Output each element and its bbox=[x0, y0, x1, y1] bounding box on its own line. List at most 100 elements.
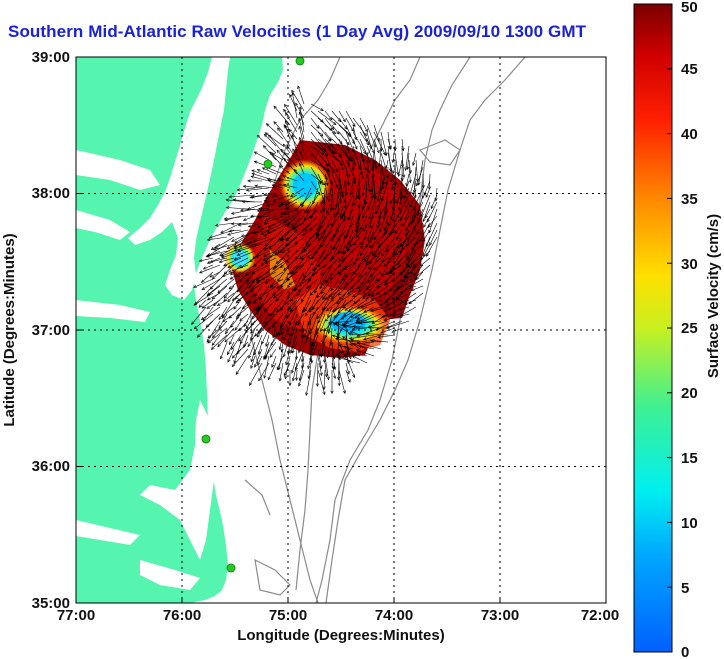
velocity-arrow bbox=[381, 250, 389, 263]
velocity-arrow-head bbox=[263, 193, 268, 197]
velocity-arrow bbox=[345, 152, 350, 166]
velocity-arrow-head bbox=[430, 205, 434, 210]
velocity-arrow bbox=[269, 306, 277, 317]
velocity-arrow bbox=[236, 341, 249, 355]
velocity-arrow bbox=[378, 201, 389, 219]
velocity-arrow-head bbox=[326, 354, 330, 359]
velocity-arrow-head bbox=[273, 121, 277, 125]
velocity-arrow bbox=[371, 292, 382, 297]
velocity-arrow bbox=[404, 215, 417, 231]
velocity-arrow bbox=[293, 169, 305, 182]
velocity-arrow-head bbox=[330, 150, 334, 154]
chesapeake-bay bbox=[128, 57, 230, 300]
velocity-arrow-head bbox=[250, 214, 254, 218]
velocity-arrow bbox=[218, 306, 228, 320]
velocity-arrow bbox=[382, 159, 389, 185]
velocity-arrow-head bbox=[312, 352, 316, 357]
velocity-arrow-head bbox=[412, 218, 416, 223]
velocity-arrow-head bbox=[303, 217, 307, 221]
velocity-arrow-head bbox=[317, 319, 321, 324]
velocity-arrow bbox=[366, 124, 376, 147]
velocity-arrow bbox=[423, 201, 431, 222]
velocity-arrow bbox=[388, 257, 403, 274]
velocity-arrow bbox=[405, 145, 410, 171]
velocity-arrow-head bbox=[243, 344, 247, 348]
velocity-arrow bbox=[350, 271, 361, 281]
velocity-arrow-head bbox=[306, 336, 310, 340]
velocity-arrow bbox=[352, 152, 356, 166]
velocity-arrow bbox=[320, 194, 326, 205]
velocity-arrow bbox=[402, 215, 410, 227]
velocity-arrow bbox=[209, 271, 221, 278]
velocity-arrow-head bbox=[375, 277, 379, 282]
velocity-arrow-head bbox=[291, 350, 295, 354]
velocity-arrow-head bbox=[355, 229, 359, 234]
velocity-arrow-head bbox=[396, 200, 400, 205]
velocity-arrow-head bbox=[282, 337, 286, 341]
velocity-arrow bbox=[193, 278, 214, 288]
velocity-arrow bbox=[272, 153, 284, 161]
velocity-arrow bbox=[340, 194, 347, 217]
velocity-arrow bbox=[396, 278, 410, 290]
velocity-arrow bbox=[331, 152, 343, 166]
velocity-arrow-head bbox=[271, 312, 275, 317]
velocity-arrow bbox=[337, 334, 340, 358]
velocity-arrow bbox=[352, 166, 355, 184]
velocity-arrow-head bbox=[257, 351, 261, 355]
velocity-arrow bbox=[355, 222, 361, 234]
velocity-arrow bbox=[352, 187, 355, 206]
velocity-arrow bbox=[316, 222, 326, 236]
velocity-arrow bbox=[231, 334, 242, 350]
colorbar-tick: 40 bbox=[681, 126, 698, 143]
velocity-arrow-head bbox=[315, 383, 319, 387]
colorbar-tick: 45 bbox=[681, 61, 698, 78]
velocity-arrow bbox=[409, 173, 417, 195]
velocity-arrow bbox=[421, 194, 431, 217]
velocity-arrow bbox=[345, 124, 355, 144]
velocity-arrow bbox=[359, 215, 368, 230]
velocity-arrow-head bbox=[295, 102, 299, 107]
velocity-arrow bbox=[414, 264, 431, 279]
velocity-arrow-head bbox=[327, 138, 332, 142]
velocity-arrow bbox=[358, 264, 368, 278]
velocity-arrow-head bbox=[372, 267, 377, 271]
velocity-arrow-head bbox=[236, 252, 241, 256]
velocity-arrow bbox=[254, 151, 270, 161]
velocity-arrow bbox=[299, 194, 312, 206]
velocity-arrow-head bbox=[362, 295, 366, 300]
velocity-arrow bbox=[282, 143, 291, 154]
velocity-arrow bbox=[234, 243, 256, 252]
velocity-arrow-head bbox=[223, 217, 228, 221]
velocity-arrow-head bbox=[417, 182, 421, 186]
velocity-arrow bbox=[207, 243, 228, 257]
velocity-arrow-head bbox=[320, 133, 324, 137]
velocity-arrow-head bbox=[365, 296, 369, 300]
velocity-arrow-head bbox=[332, 130, 337, 134]
velocity-arrow-head bbox=[392, 288, 397, 292]
velocity-arrow bbox=[338, 355, 340, 380]
velocity-arrow-head bbox=[230, 222, 235, 226]
velocity-arrow bbox=[338, 131, 350, 145]
velocity-arrow-head bbox=[280, 148, 284, 153]
velocity-arrow bbox=[304, 299, 312, 312]
velocity-arrow bbox=[331, 117, 352, 136]
velocity-arrow bbox=[349, 334, 375, 339]
velocity-arrow bbox=[274, 257, 284, 269]
velocity-arrow bbox=[232, 292, 242, 301]
velocity-arrow bbox=[268, 215, 291, 229]
velocity-arrow-head bbox=[260, 232, 264, 235]
velocity-arrow bbox=[217, 278, 235, 293]
velocity-arrow bbox=[207, 292, 221, 301]
colorbar-tick: 25 bbox=[681, 320, 698, 337]
velocity-arrow bbox=[238, 320, 249, 331]
velocity-arrow-head bbox=[224, 338, 228, 343]
velocity-arrow-head bbox=[305, 285, 310, 289]
velocity-arrow bbox=[223, 257, 242, 267]
velocity-arrow bbox=[373, 257, 389, 271]
velocity-arrow-head bbox=[206, 305, 211, 309]
velocity-arrow bbox=[388, 250, 396, 261]
velocity-arrow-head bbox=[245, 325, 249, 330]
velocity-arrow bbox=[412, 152, 417, 166]
velocity-arrow bbox=[264, 271, 284, 284]
velocity-arrow-head bbox=[299, 256, 303, 260]
